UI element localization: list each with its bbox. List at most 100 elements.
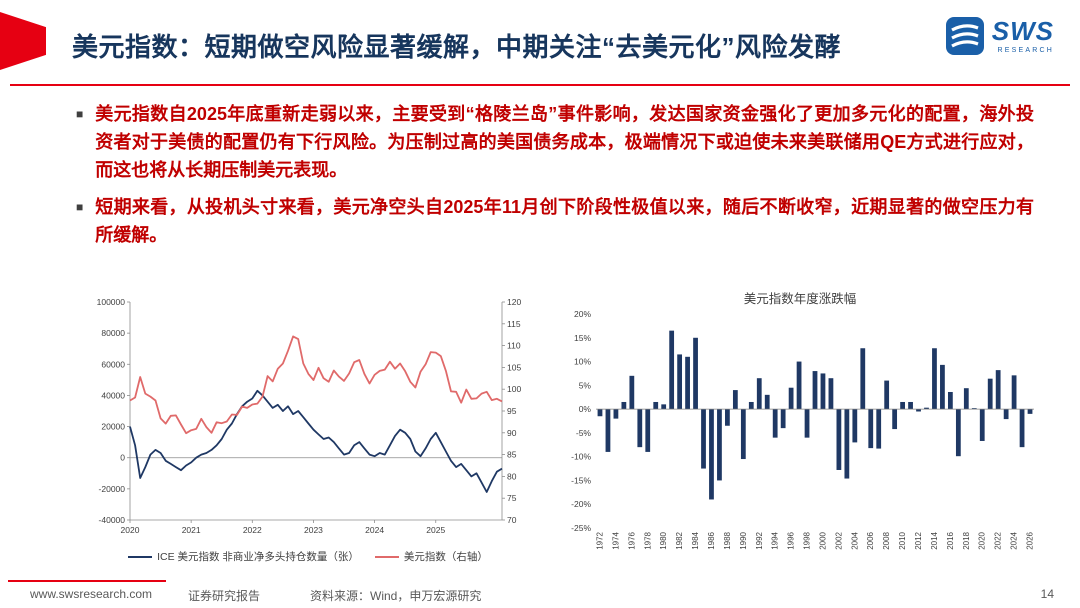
bullet-item: ■ 美元指数自2025年底重新走弱以来，主要受到“格陵兰岛”事件影响，发达国家资… bbox=[76, 100, 1034, 184]
svg-text:1980: 1980 bbox=[659, 531, 668, 549]
svg-text:1996: 1996 bbox=[787, 531, 796, 549]
svg-text:-20%: -20% bbox=[571, 499, 591, 509]
svg-text:20%: 20% bbox=[574, 310, 591, 319]
header-divider bbox=[10, 84, 1070, 86]
svg-text:100: 100 bbox=[507, 384, 521, 394]
footer-source: 资料来源：Wind，申万宏源研究 bbox=[310, 589, 482, 603]
right-axis-labels: 70 75 80 85 90 95 100 105 110 115 120 bbox=[507, 297, 521, 525]
svg-text:1984: 1984 bbox=[691, 531, 700, 549]
svg-text:2022: 2022 bbox=[994, 531, 1003, 549]
svg-text:1992: 1992 bbox=[755, 531, 764, 549]
svg-text:105: 105 bbox=[507, 362, 521, 372]
footer-page-number: 14 bbox=[1040, 587, 1054, 601]
left-axis-labels: -40000 -20000 0 20000 40000 60000 80000 100000 bbox=[97, 297, 126, 525]
legend-item: ICE 美元指数 非商业净多头持仓数量（张） bbox=[128, 549, 359, 564]
legend-label: 美元指数（右轴） bbox=[403, 551, 488, 563]
svg-text:2023: 2023 bbox=[304, 525, 323, 535]
svg-text:1974: 1974 bbox=[611, 531, 620, 549]
bullet-text-1: 美元指数自2025年底重新走弱以来，主要受到“格陵兰岛”事件影响，发达国家资金强… bbox=[95, 104, 1034, 180]
svg-text:-5%: -5% bbox=[576, 428, 592, 438]
svg-text:100000: 100000 bbox=[97, 297, 126, 307]
bar-y-axis-labels: 20% 15% 10% 5% 0% -5% -10% -15% -20% -25% bbox=[571, 309, 592, 533]
legend-label: ICE 美元指数 非商业净多头持仓数量（张） bbox=[157, 551, 359, 563]
svg-text:1972: 1972 bbox=[595, 531, 604, 549]
bullet-square-icon: ■ bbox=[76, 107, 84, 121]
svg-text:2024: 2024 bbox=[1010, 531, 1019, 549]
bar-chart-svg: 20% 15% 10% 5% 0% -5% -10% -15% -20% -25% 1972 1974… bbox=[571, 309, 1035, 550]
svg-text:120: 120 bbox=[507, 297, 521, 307]
line-chart-svg: -40000 -20000 0 20000 40000 60000 80000 100000 7… bbox=[97, 297, 522, 535]
series-line-0 bbox=[129, 389, 503, 493]
svg-text:5%: 5% bbox=[579, 380, 592, 390]
svg-text:0: 0 bbox=[120, 453, 125, 463]
svg-text:1994: 1994 bbox=[771, 531, 780, 549]
svg-text:-20000: -20000 bbox=[99, 484, 126, 494]
svg-text:1976: 1976 bbox=[627, 531, 636, 549]
svg-text:2008: 2008 bbox=[882, 531, 891, 549]
svg-text:2016: 2016 bbox=[946, 531, 955, 549]
footer-report-type: 证券研究报告 bbox=[188, 589, 261, 603]
bar-chart-title: 美元指数年度涨跌幅 bbox=[743, 292, 857, 306]
svg-text:40000: 40000 bbox=[101, 390, 125, 400]
svg-text:80000: 80000 bbox=[101, 328, 125, 338]
svg-text:2025: 2025 bbox=[426, 525, 445, 535]
svg-text:2024: 2024 bbox=[365, 525, 384, 535]
svg-text:2021: 2021 bbox=[182, 525, 201, 535]
svg-text:60000: 60000 bbox=[101, 359, 125, 369]
svg-text:2006: 2006 bbox=[866, 531, 875, 549]
footer-red-line bbox=[8, 580, 166, 582]
svg-text:2000: 2000 bbox=[818, 531, 827, 549]
svg-text:-10%: -10% bbox=[571, 452, 591, 462]
sws-logo-icon bbox=[945, 17, 984, 55]
svg-text:95: 95 bbox=[507, 406, 517, 416]
svg-text:2014: 2014 bbox=[930, 531, 939, 549]
legend-swatch bbox=[128, 555, 153, 558]
svg-text:85: 85 bbox=[507, 450, 517, 460]
svg-text:1978: 1978 bbox=[643, 531, 652, 549]
line-chart-legend: ICE 美元指数 非商业净多头持仓数量（张） 美元指数（右轴） bbox=[84, 549, 532, 564]
svg-text:0%: 0% bbox=[579, 404, 592, 414]
svg-text:2018: 2018 bbox=[962, 531, 971, 549]
legend-swatch bbox=[374, 555, 399, 558]
header-red-arrow bbox=[0, 12, 46, 70]
sws-logo-text-block: SWS RESEARCH bbox=[992, 18, 1054, 54]
summary-bullets: ■ 美元指数自2025年底重新走弱以来，主要受到“格陵兰岛”事件影响，发达国家资… bbox=[76, 100, 1034, 258]
svg-text:-15%: -15% bbox=[571, 475, 591, 485]
svg-text:20000: 20000 bbox=[101, 422, 125, 432]
positions-line-chart: -40000 -20000 0 20000 40000 60000 80000 100000 7… bbox=[84, 294, 532, 564]
svg-text:90: 90 bbox=[507, 428, 517, 438]
svg-text:110: 110 bbox=[507, 341, 521, 351]
bullet-text-2: 短期来看，从投机头寸来看，美元净空头自2025年11月创下阶段性极值以来，随后不… bbox=[95, 197, 1034, 245]
svg-text:-40000: -40000 bbox=[99, 515, 126, 525]
svg-text:115: 115 bbox=[507, 319, 521, 329]
series-line-1 bbox=[129, 335, 503, 435]
svg-text:2020: 2020 bbox=[121, 525, 140, 535]
svg-text:80: 80 bbox=[507, 471, 517, 481]
bar-series bbox=[597, 330, 1033, 500]
annual-change-bar-chart: 美元指数年度涨跌幅 20% 15% 10% 5% 0% -5% -10% -15% -20% -2… bbox=[556, 288, 1044, 573]
line-chart-axes bbox=[127, 301, 505, 523]
footer-website: www.swsresearch.com bbox=[30, 587, 153, 601]
svg-text:15%: 15% bbox=[574, 333, 591, 343]
svg-text:2010: 2010 bbox=[898, 531, 907, 549]
svg-text:2012: 2012 bbox=[914, 531, 923, 549]
logo-text: SWS bbox=[991, 16, 1054, 46]
svg-text:75: 75 bbox=[507, 493, 517, 503]
legend-item: 美元指数（右轴） bbox=[374, 549, 488, 564]
svg-text:1982: 1982 bbox=[675, 531, 684, 549]
svg-text:1990: 1990 bbox=[739, 531, 748, 549]
logo-subtext: RESEARCH bbox=[997, 47, 1054, 54]
svg-text:2022: 2022 bbox=[243, 525, 262, 535]
svg-text:-25%: -25% bbox=[571, 523, 591, 533]
svg-text:2020: 2020 bbox=[978, 531, 987, 549]
x-axis-labels: 2020 2021 2022 2023 2024 2025 bbox=[121, 525, 446, 535]
svg-text:2004: 2004 bbox=[850, 531, 859, 549]
svg-text:70: 70 bbox=[507, 515, 517, 525]
bullet-item: ■ 短期来看，从投机头寸来看，美元净空头自2025年11月创下阶段性极值以来，随… bbox=[76, 193, 1034, 249]
svg-text:2026: 2026 bbox=[1026, 531, 1035, 549]
svg-text:1998: 1998 bbox=[803, 531, 812, 549]
svg-text:1986: 1986 bbox=[707, 531, 716, 549]
page-title: 美元指数：短期做空风险显著缓解，中期关注“去美元化”风险发酵 bbox=[72, 32, 842, 62]
svg-text:1988: 1988 bbox=[723, 531, 732, 549]
